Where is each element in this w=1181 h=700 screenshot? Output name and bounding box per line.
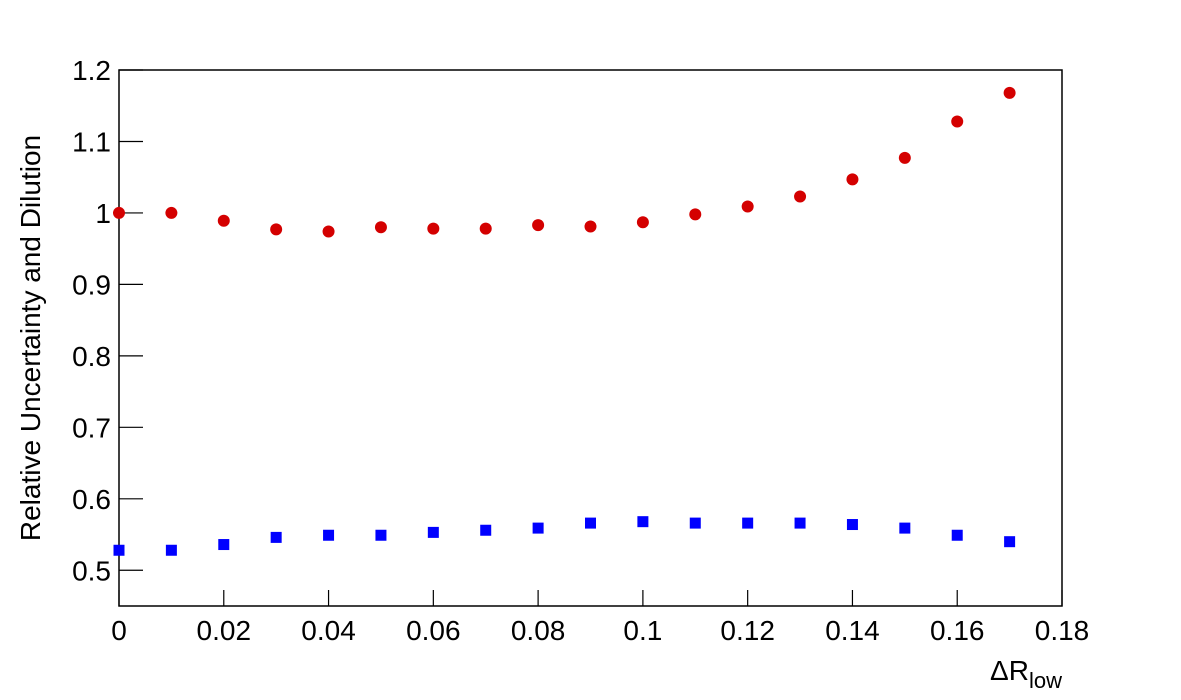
data-point xyxy=(270,223,283,236)
y-tick-label: 0.6 xyxy=(72,484,111,515)
data-point xyxy=(532,522,544,534)
data-point xyxy=(794,517,806,529)
x-tick-label: 0.16 xyxy=(930,615,985,646)
data-point xyxy=(846,173,859,186)
x-tick-label: 0 xyxy=(111,615,127,646)
data-point xyxy=(1004,536,1016,548)
data-point xyxy=(951,529,963,541)
data-point xyxy=(322,225,335,238)
data-point xyxy=(532,219,545,232)
data-point xyxy=(742,517,754,529)
data-point xyxy=(480,524,492,536)
x-tick-label: 0.08 xyxy=(511,615,566,646)
x-tick-label: 0.14 xyxy=(825,615,880,646)
y-tick-label: 0.7 xyxy=(72,412,111,443)
data-point xyxy=(375,529,387,541)
data-point xyxy=(585,517,596,529)
data-point xyxy=(427,526,439,538)
x-tick-label: 0.04 xyxy=(301,615,356,646)
data-point xyxy=(165,206,178,219)
data-point xyxy=(113,206,125,219)
data-point xyxy=(741,200,754,213)
y-tick-label: 1.1 xyxy=(72,126,111,157)
x-tick-label: 0.12 xyxy=(720,615,775,646)
data-point xyxy=(898,151,911,164)
data-point xyxy=(217,214,230,227)
data-point xyxy=(374,221,387,234)
y-tick-label: 1.2 xyxy=(72,55,111,86)
data-point xyxy=(637,516,649,528)
x-tick-label: 0.18 xyxy=(1035,615,1090,646)
data-point xyxy=(689,208,702,221)
data-point xyxy=(636,216,649,229)
data-point xyxy=(846,519,858,531)
x-axis-label-subscript: low xyxy=(1029,668,1062,693)
y-axis-label: Relative Uncertainty and Dilution xyxy=(15,135,46,541)
data-point xyxy=(113,544,125,556)
y-tick-label: 0.5 xyxy=(72,555,111,586)
x-axis-label-main: ΔR xyxy=(990,655,1029,686)
plot-frame xyxy=(118,69,1063,607)
data-point xyxy=(427,222,440,235)
data-point xyxy=(584,220,597,233)
x-axis-label: ΔRlow xyxy=(990,655,1062,693)
y-tick-label: 0.8 xyxy=(72,341,111,372)
data-point xyxy=(899,522,911,534)
data-point xyxy=(479,222,492,235)
x-tick-label: 0.02 xyxy=(197,615,252,646)
data-point xyxy=(794,190,807,203)
data-point xyxy=(1003,86,1016,99)
x-tick-label: 0.1 xyxy=(623,615,662,646)
data-point xyxy=(689,517,701,529)
data-point xyxy=(270,531,282,543)
x-tick-label: 0.06 xyxy=(406,615,461,646)
y-tick-label: 0.9 xyxy=(72,269,111,300)
data-point xyxy=(165,544,177,556)
data-point xyxy=(951,115,964,128)
data-point xyxy=(323,529,335,541)
data-point xyxy=(218,539,230,551)
y-tick-label: 1 xyxy=(95,198,111,229)
